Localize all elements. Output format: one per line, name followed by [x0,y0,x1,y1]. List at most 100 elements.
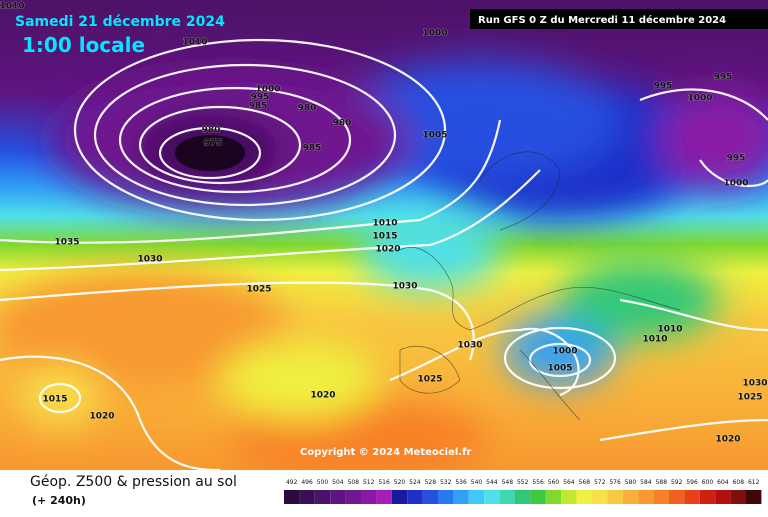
scale-label: 552 [517,479,529,486]
isobar-label: 1025 [737,393,762,403]
scale-label: 500 [317,479,329,486]
scale-label: 508 [348,479,360,486]
isobar-label: 1030 [392,282,417,292]
isobar-label: 1020 [715,435,740,445]
scale-swatch [684,490,700,504]
isobar-label: 1010 [657,325,682,335]
date-label: Samedi 21 décembre 2024 [15,14,225,30]
isobar-label: 1020 [310,391,335,401]
scale-swatch [622,490,639,504]
isobar-label: 1030 [137,255,162,265]
scale-swatch [699,490,716,504]
scale-label: 608 [733,479,745,486]
scale-swatch [376,490,392,504]
isobar-label: 995 [727,154,746,164]
scale-swatch [545,490,562,504]
isobar-label: 1030 [457,341,482,351]
scale-swatch [561,490,577,504]
scale-label: 564 [563,479,575,486]
run-info: Run GFS 0 Z du Mercredi 11 décembre 2024 [478,14,726,26]
scale-swatch [345,490,361,504]
isobar-label: 1035 [54,238,79,248]
scale-swatch [438,490,454,504]
scale-label: 592 [671,479,683,486]
scale-label: 588 [656,479,668,486]
run-banner [470,9,768,29]
isobar-label: 1000 [422,29,447,39]
scale-swatch [715,490,731,504]
legend-subtitle: (+ 240h) [32,494,86,507]
isobar-label: 1025 [417,375,442,385]
isobar-label: 1020 [375,245,400,255]
isobar-label: 1000 [723,179,748,189]
isobar-label: 1010 [642,335,667,345]
scale-swatch [484,490,500,504]
scale-label: 492 [286,479,298,486]
scale-label: 612 [748,479,760,486]
isobar-label: 1010 [0,2,25,12]
scale-swatch [730,490,746,504]
scale-swatch [607,490,623,504]
scale-label: 576 [609,479,621,486]
scale-label: 528 [425,479,437,486]
copyright: Copyright © 2024 Meteociel.fr [300,447,471,458]
scale-swatch [330,490,346,504]
scale-label: 504 [332,479,344,486]
scale-label: 496 [301,479,313,486]
scale-swatch [592,490,608,504]
time-label: 1:00 locale [22,33,145,57]
isobar-label: 1020 [89,412,114,422]
scale-label: 544 [486,479,498,486]
scale-swatch [746,490,762,504]
isobar-label: 1000 [552,347,577,357]
scale-label: 596 [686,479,698,486]
scale-label: 560 [548,479,560,486]
isobar-label: 1025 [246,285,271,295]
scale-swatch [468,490,485,504]
isobar-label: 1005 [547,364,572,374]
isobar-label: 1005 [422,131,447,141]
scale-label: 580 [625,479,637,486]
isobar-label: 995 [714,73,733,83]
scale-label: 524 [409,479,421,486]
scale-swatch [407,490,423,504]
scale-swatch [284,490,300,504]
isobar-label: 1015 [372,232,397,242]
scale-swatch [361,490,377,504]
legend-title: Géop. Z500 & pression au sol [30,474,237,490]
scale-label: 604 [717,479,729,486]
scale-label: 548 [502,479,514,486]
isobar-label: 1000 [687,94,712,104]
scale-swatch [391,490,408,504]
scale-swatch [576,490,592,504]
scale-swatch [422,490,438,504]
scale-swatch [515,490,531,504]
isobar-label: 975 [204,139,223,149]
scale-swatch [669,490,685,504]
scale-label: 600 [702,479,714,486]
scale-label: 584 [640,479,652,486]
isobar-label: 995 [251,93,270,103]
map-field [0,0,768,470]
scale-swatch [453,490,469,504]
isobar-label: 980 [333,119,352,129]
isobar-label: 1010 [182,38,207,48]
isobar-label: 1010 [372,219,397,229]
isobar-label: 1015 [42,395,67,405]
isobar-label: 995 [654,82,673,92]
isobar-label: 980 [298,104,317,114]
scale-label: 520 [394,479,406,486]
scale-label: 556 [532,479,544,486]
scale-swatch [314,490,331,504]
scale-swatch [653,490,669,504]
scale-swatch [530,490,546,504]
scale-swatch [299,490,315,504]
isobar-label: 985 [249,102,268,112]
scale-label: 532 [440,479,452,486]
scale-label: 572 [594,479,606,486]
isobar-label: 1030 [742,379,767,389]
color-scale: 492 496 500 504 508 512 516 520 524 528 532 536 540 5… [284,479,762,504]
